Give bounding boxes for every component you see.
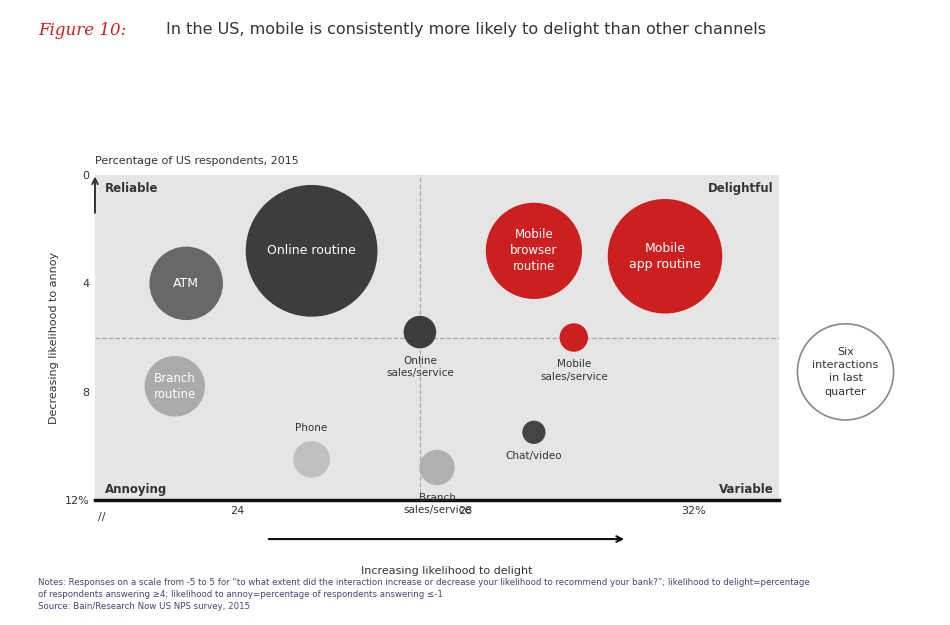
Point [179, 278, 194, 288]
Point [566, 332, 581, 342]
Point [657, 251, 673, 261]
Point [412, 327, 428, 337]
Point [304, 246, 319, 256]
Text: Annoying: Annoying [105, 483, 167, 496]
Text: Increasing likelihood to delight: Increasing likelihood to delight [361, 566, 532, 576]
Text: Reliable: Reliable [105, 182, 159, 195]
Text: Six
interactions
in last
quarter: Six interactions in last quarter [812, 347, 879, 397]
Text: Variable: Variable [718, 483, 773, 496]
Text: Mobile
sales/service: Mobile sales/service [540, 359, 608, 381]
Text: Mobile
app routine: Mobile app routine [629, 242, 701, 271]
Text: ATM: ATM [173, 277, 200, 290]
Text: Online routine: Online routine [267, 244, 356, 258]
Text: Branch
sales/service: Branch sales/service [403, 493, 471, 516]
Text: Delightful: Delightful [708, 182, 773, 195]
Text: Mobile
browser
routine: Mobile browser routine [510, 228, 558, 273]
Point [526, 246, 542, 256]
Text: In the US, mobile is consistently more likely to delight than other channels: In the US, mobile is consistently more l… [166, 22, 767, 37]
Text: Figure 10:: Figure 10: [38, 22, 126, 39]
Text: Chat/video: Chat/video [505, 451, 562, 461]
Point [167, 381, 182, 391]
Y-axis label: Decreasing likelihood to annoy: Decreasing likelihood to annoy [49, 251, 59, 424]
Point [429, 462, 445, 472]
Text: Percentage of US respondents, 2015: Percentage of US respondents, 2015 [95, 156, 298, 166]
Text: Notes: Responses on a scale from -5 to 5 for “to what extent did the interaction: Notes: Responses on a scale from -5 to 5… [38, 578, 809, 611]
Text: Branch
routine: Branch routine [154, 372, 196, 401]
Point [526, 428, 542, 438]
Text: //: // [98, 512, 105, 522]
Text: Online
sales/service: Online sales/service [386, 356, 454, 378]
Point [304, 454, 319, 464]
Text: Phone: Phone [295, 423, 328, 433]
